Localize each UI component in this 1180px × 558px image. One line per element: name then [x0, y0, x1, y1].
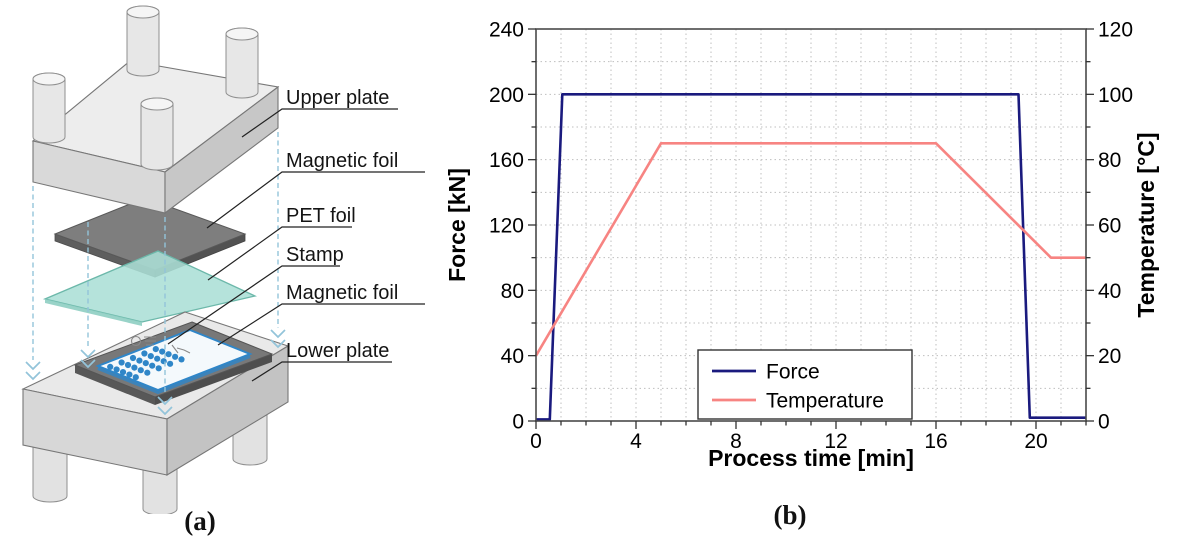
svg-text:240: 240 [489, 19, 524, 42]
svg-text:100: 100 [1098, 84, 1133, 107]
svg-text:12: 12 [824, 430, 847, 453]
svg-text:20: 20 [1098, 345, 1121, 368]
panel-b-chart: 0 4 8 12 16 20 0 40 80 120 160 200 240 0 20 40 60 80 100 12… [440, 0, 1180, 558]
svg-text:200: 200 [489, 84, 524, 107]
legend-box [697, 349, 913, 420]
label-lower-plate: Lower plate [286, 340, 389, 362]
stamp-shape [95, 328, 253, 395]
series-temperature-line [534, 142, 1086, 357]
label-magnetic-foil-top: Magnetic foil [286, 150, 398, 172]
panel-a-caption: (a) [184, 506, 216, 536]
series-force-line [536, 93, 1086, 421]
svg-text:160: 160 [489, 149, 524, 172]
apparatus-diagram: Upper plate Magnetic foil PET foil Stamp… [21, 5, 425, 516]
svg-text:120: 120 [1098, 19, 1133, 42]
process-chart: 0 4 8 12 16 200408012016020024002040608010012… [444, 19, 1159, 472]
assembly-arrow-icons [25, 329, 286, 416]
y-axis-right-title: Temperature [°C] [1133, 132, 1159, 317]
stamp-dot-grid [107, 346, 185, 381]
guide-post-cylinders [32, 5, 259, 171]
legend-label-temperature: Temperature [766, 390, 884, 413]
label-magnetic-foil-bottom: Magnetic foil [286, 282, 398, 304]
svg-text:20: 20 [1024, 430, 1047, 453]
svg-text:0: 0 [530, 430, 542, 453]
svg-text:40: 40 [501, 345, 524, 368]
svg-text:8: 8 [730, 430, 742, 453]
label-upper-plate: Upper plate [286, 87, 389, 109]
chart-axis-titles: Force [kN] Temperature [°C] Process time [… [444, 132, 1159, 471]
panel-a-apparatus: Upper plate Magnetic foil PET foil Stamp… [0, 4, 440, 558]
chart-series-lines [534, 93, 1086, 421]
pet-foil-shape [42, 250, 257, 326]
label-pet-foil: PET foil [286, 205, 356, 227]
label-leader-lines [167, 108, 425, 382]
svg-text:40: 40 [1098, 280, 1121, 303]
svg-text:16: 16 [924, 430, 947, 453]
legend-label-force: Force [766, 361, 820, 384]
stamp-logo-marks [130, 335, 191, 354]
chart-legend: Force Temperature [697, 349, 913, 420]
svg-text:120: 120 [489, 215, 524, 238]
svg-text:80: 80 [501, 280, 524, 303]
y-axis-left-title: Force [kN] [444, 168, 470, 282]
svg-text:4: 4 [630, 430, 642, 453]
x-axis-title: Process time [min] [708, 445, 914, 471]
label-stamp: Stamp [286, 244, 344, 266]
svg-text:0: 0 [1098, 411, 1110, 434]
chart-axes-ticks: 0 4 8 12 16 200408012016020024002040608010012… [489, 19, 1133, 454]
svg-text:80: 80 [1098, 149, 1121, 172]
svg-text:0: 0 [512, 411, 524, 434]
svg-text:60: 60 [1098, 215, 1121, 238]
panel-b-caption: (b) [773, 500, 807, 530]
